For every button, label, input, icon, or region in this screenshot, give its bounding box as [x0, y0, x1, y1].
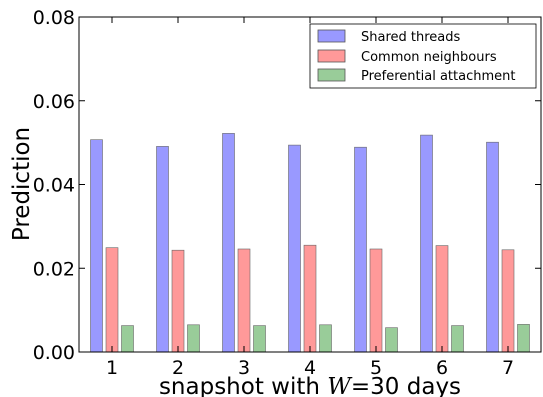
bar-common-neighbours-5	[369, 248, 383, 353]
y-tick-label: 0.04	[33, 175, 75, 197]
bar-preferential-attachment-4	[319, 324, 332, 353]
bar-shared-threads-2	[156, 146, 169, 353]
x-axis: 1 2 3 4 5 6 7	[106, 17, 514, 379]
x-tick-label: 7	[502, 357, 514, 379]
bar-preferential-attachment-1	[121, 325, 134, 353]
y-axis-title: Prediction	[9, 127, 35, 241]
bar-preferential-attachment-7	[517, 324, 530, 353]
legend: Shared threads Common neighbours Prefere…	[309, 23, 537, 89]
x-tick-label: 3	[238, 357, 250, 379]
legend-label-preferential-attachment: Preferential attachment	[361, 69, 515, 84]
bar-common-neighbours-3	[237, 248, 251, 353]
x-tick-label: 4	[304, 357, 316, 379]
bar-common-neighbours-6	[435, 245, 449, 353]
bar-preferential-attachment-5	[385, 327, 398, 353]
x-tick-label: 2	[172, 357, 184, 379]
legend-swatch-preferential-attachment	[317, 68, 346, 82]
y-tick-label: 0.02	[33, 258, 75, 280]
bar-preferential-attachment-3	[253, 325, 266, 353]
bar-shared-threads-6	[420, 134, 433, 353]
bar-common-neighbours-1	[105, 247, 119, 353]
x-tick-label: 5	[370, 357, 382, 379]
legend-label-common-neighbours: Common neighbours	[361, 50, 497, 65]
legend-box	[309, 23, 537, 89]
bar-common-neighbours-4	[303, 244, 317, 353]
x-tick-label: 6	[436, 357, 448, 379]
y-tick-label: 0.06	[33, 91, 75, 113]
bar-shared-threads-4	[288, 144, 301, 353]
y-axis: 0.00 0.02 0.04 0.06 0.08	[33, 7, 541, 364]
x-tick-label: 1	[106, 357, 118, 379]
bar-shared-threads-1	[90, 139, 103, 353]
bar-shared-threads-3	[222, 133, 235, 353]
bars-group	[90, 133, 530, 353]
y-tick-label: 0.00	[33, 342, 75, 364]
bar-shared-threads-7	[486, 141, 499, 353]
bar-preferential-attachment-2	[187, 324, 200, 353]
x-axis-title: snapshot with W=30 days	[159, 374, 461, 397]
x-axis-title-prefix: snapshot with	[159, 374, 327, 397]
legend-label-shared-threads: Shared threads	[361, 30, 461, 45]
bar-common-neighbours-7	[501, 249, 515, 353]
x-axis-title-variable: W	[327, 374, 353, 397]
legend-swatch-common-neighbours	[317, 49, 346, 63]
x-axis-title-suffix: =30 days	[351, 374, 461, 397]
y-tick-label: 0.08	[33, 7, 75, 29]
bar-shared-threads-5	[354, 146, 367, 353]
bar-common-neighbours-2	[171, 249, 185, 353]
legend-swatch-shared-threads	[317, 29, 346, 43]
bar-preferential-attachment-6	[451, 325, 464, 353]
